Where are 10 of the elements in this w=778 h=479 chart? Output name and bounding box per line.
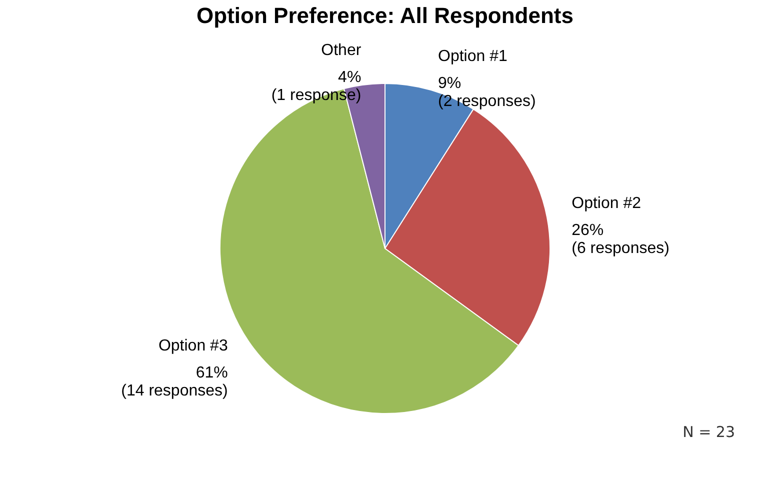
data-label: 61% (14 responses) (121, 364, 228, 400)
slice-label: Option #2 (572, 194, 642, 212)
chart-title: Option Preference: All Respondents (196, 3, 574, 28)
slice-label: Option #1 (438, 48, 508, 66)
data-label: 4% (1 response) (271, 69, 362, 104)
data-label: 9% (2 responses) (438, 75, 536, 110)
slice-label: Option #3 (158, 337, 228, 354)
data-label: 26% (6 responses) (572, 222, 670, 257)
slice-label: Other (321, 42, 362, 59)
text: N = 23 (682, 423, 735, 441)
